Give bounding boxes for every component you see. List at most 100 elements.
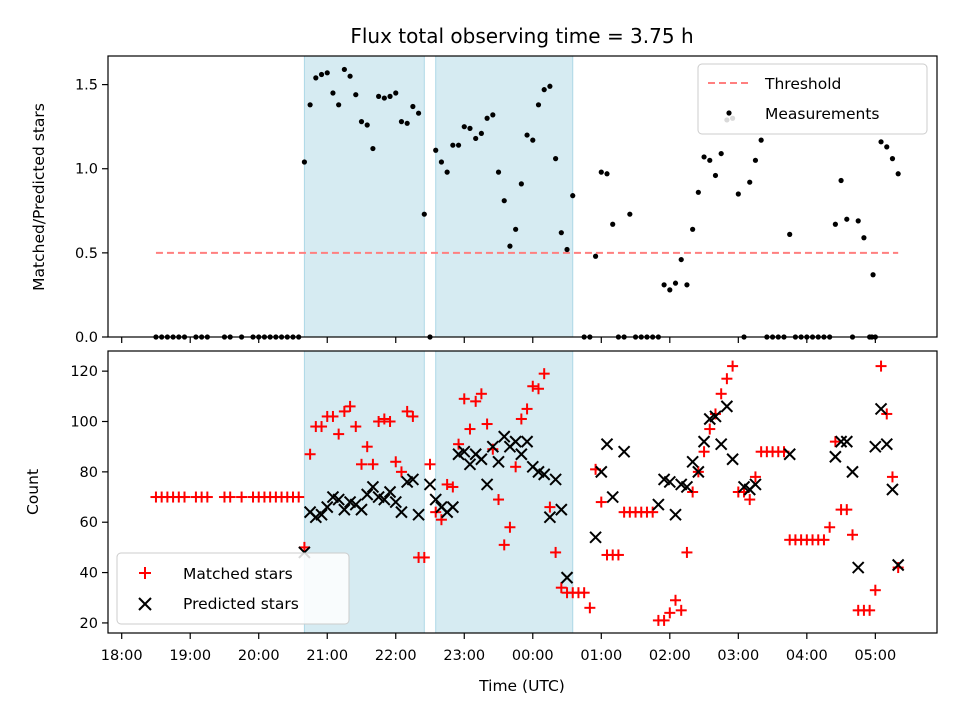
x-tick-label: 05:00 bbox=[854, 648, 896, 664]
measurement-point bbox=[889, 156, 896, 162]
x-tick-label: 23:00 bbox=[443, 648, 485, 664]
measurement-point bbox=[444, 169, 450, 175]
y-tick-label: 0.0 bbox=[75, 330, 98, 346]
matched-star-point bbox=[453, 438, 465, 450]
top-y-axis-label: Matched/Predicted stars bbox=[30, 103, 48, 291]
matched-star-point bbox=[510, 461, 522, 473]
predicted-star-point bbox=[366, 480, 380, 494]
predicted-star-point bbox=[395, 505, 408, 519]
top-shaded-intervals bbox=[303, 55, 574, 338]
matched-star-point bbox=[373, 416, 385, 427]
predicted-star-point bbox=[520, 435, 534, 448]
measurement-point bbox=[787, 231, 793, 237]
matched-star-point bbox=[664, 607, 676, 619]
matched-star-point bbox=[390, 456, 402, 468]
matched-star-point bbox=[236, 491, 248, 503]
predicted-star-point bbox=[458, 445, 471, 458]
measurement-point bbox=[870, 272, 876, 278]
shaded-interval bbox=[435, 55, 574, 338]
matched-star-point bbox=[670, 594, 682, 606]
legend-measurements-swatch bbox=[726, 110, 732, 116]
measurement-point bbox=[844, 216, 850, 222]
bottom-y-axis-label: Count bbox=[24, 469, 42, 515]
measurement-point bbox=[718, 150, 724, 157]
matched-star-point bbox=[698, 446, 710, 458]
predicted-star-point bbox=[617, 445, 631, 458]
matched-star-point bbox=[550, 546, 562, 558]
matched-star-point bbox=[493, 494, 505, 506]
matched-star-point bbox=[675, 604, 687, 616]
matched-star-point bbox=[458, 393, 470, 405]
measurement-point bbox=[610, 221, 616, 227]
predicted-star-point bbox=[880, 437, 893, 451]
legend-predicted-swatch bbox=[138, 597, 152, 611]
predicted-star-point bbox=[669, 508, 682, 521]
matched-star-point bbox=[532, 383, 544, 395]
measurement-point bbox=[530, 137, 536, 143]
matched-star-point bbox=[584, 602, 596, 614]
measurement-point bbox=[461, 124, 467, 130]
bottom-plot-marks bbox=[150, 360, 905, 626]
matched-star-point bbox=[595, 496, 607, 508]
shaded-interval bbox=[435, 350, 574, 634]
measurement-point bbox=[364, 122, 370, 128]
y-tick-label: 40 bbox=[80, 566, 98, 582]
matched-star-point bbox=[647, 506, 659, 518]
matched-star-point bbox=[824, 521, 836, 533]
matched-star-point bbox=[498, 539, 510, 551]
measurement-point bbox=[690, 226, 696, 232]
predicted-star-point bbox=[360, 488, 374, 501]
measurement-point bbox=[336, 102, 342, 108]
y-tick-label: 0.5 bbox=[75, 246, 98, 262]
measurement-point bbox=[307, 102, 313, 108]
measurement-point bbox=[684, 282, 690, 288]
measurement-point bbox=[330, 90, 336, 96]
matched-star-point bbox=[612, 549, 624, 561]
x-tick-label: 02:00 bbox=[649, 648, 691, 664]
matched-star-point bbox=[224, 491, 236, 503]
measurement-point bbox=[495, 169, 502, 175]
matched-star-point bbox=[441, 478, 453, 490]
predicted-star-point bbox=[412, 508, 425, 521]
measurement-point bbox=[393, 90, 399, 96]
x-tick-label: 22:00 bbox=[375, 648, 417, 664]
measurement-point bbox=[701, 154, 707, 160]
predicted-star-point bbox=[338, 503, 351, 516]
measurement-point bbox=[884, 144, 890, 150]
predicted-star-point bbox=[537, 468, 551, 481]
predicted-star-point bbox=[652, 498, 665, 511]
predicted-star-point bbox=[589, 531, 602, 544]
legend-threshold-label: Threshold bbox=[764, 75, 841, 93]
matched-star-point bbox=[681, 546, 693, 558]
predicted-star-point bbox=[555, 503, 568, 516]
matched-star-point bbox=[424, 458, 436, 470]
measurement-point bbox=[855, 218, 861, 224]
matched-star-point bbox=[481, 418, 493, 430]
measurement-point bbox=[484, 115, 490, 121]
measurement-point bbox=[838, 177, 844, 184]
measurement-point bbox=[507, 243, 513, 249]
matched-star-point bbox=[293, 491, 305, 503]
matched-star-point bbox=[470, 395, 482, 407]
matched-star-point bbox=[304, 448, 316, 460]
bottom-x-axis: 18:00 19:00 20:00 21:00 22:00 23:00 00:00 01:00… bbox=[101, 633, 896, 664]
measurement-point bbox=[553, 156, 559, 162]
matched-star-point bbox=[395, 466, 407, 478]
predicted-star-point bbox=[726, 453, 739, 466]
bottom-legend-box bbox=[116, 552, 350, 625]
matched-star-point bbox=[704, 423, 716, 435]
matched-star-point bbox=[401, 405, 413, 417]
legend-matched-swatch bbox=[139, 567, 151, 579]
predicted-star-point bbox=[749, 478, 762, 491]
measurement-point bbox=[438, 159, 445, 165]
predicted-star-point bbox=[869, 440, 882, 453]
measurement-point bbox=[547, 83, 553, 89]
matched-star-point bbox=[721, 373, 733, 385]
top-y-axis: 0.0 0.5 1.0 1.5 bbox=[75, 78, 108, 346]
measurement-point bbox=[341, 66, 347, 73]
matched-star-point bbox=[886, 471, 898, 483]
matched-star-point bbox=[578, 587, 590, 599]
matched-star-point bbox=[361, 441, 373, 453]
predicted-star-point bbox=[834, 435, 848, 448]
